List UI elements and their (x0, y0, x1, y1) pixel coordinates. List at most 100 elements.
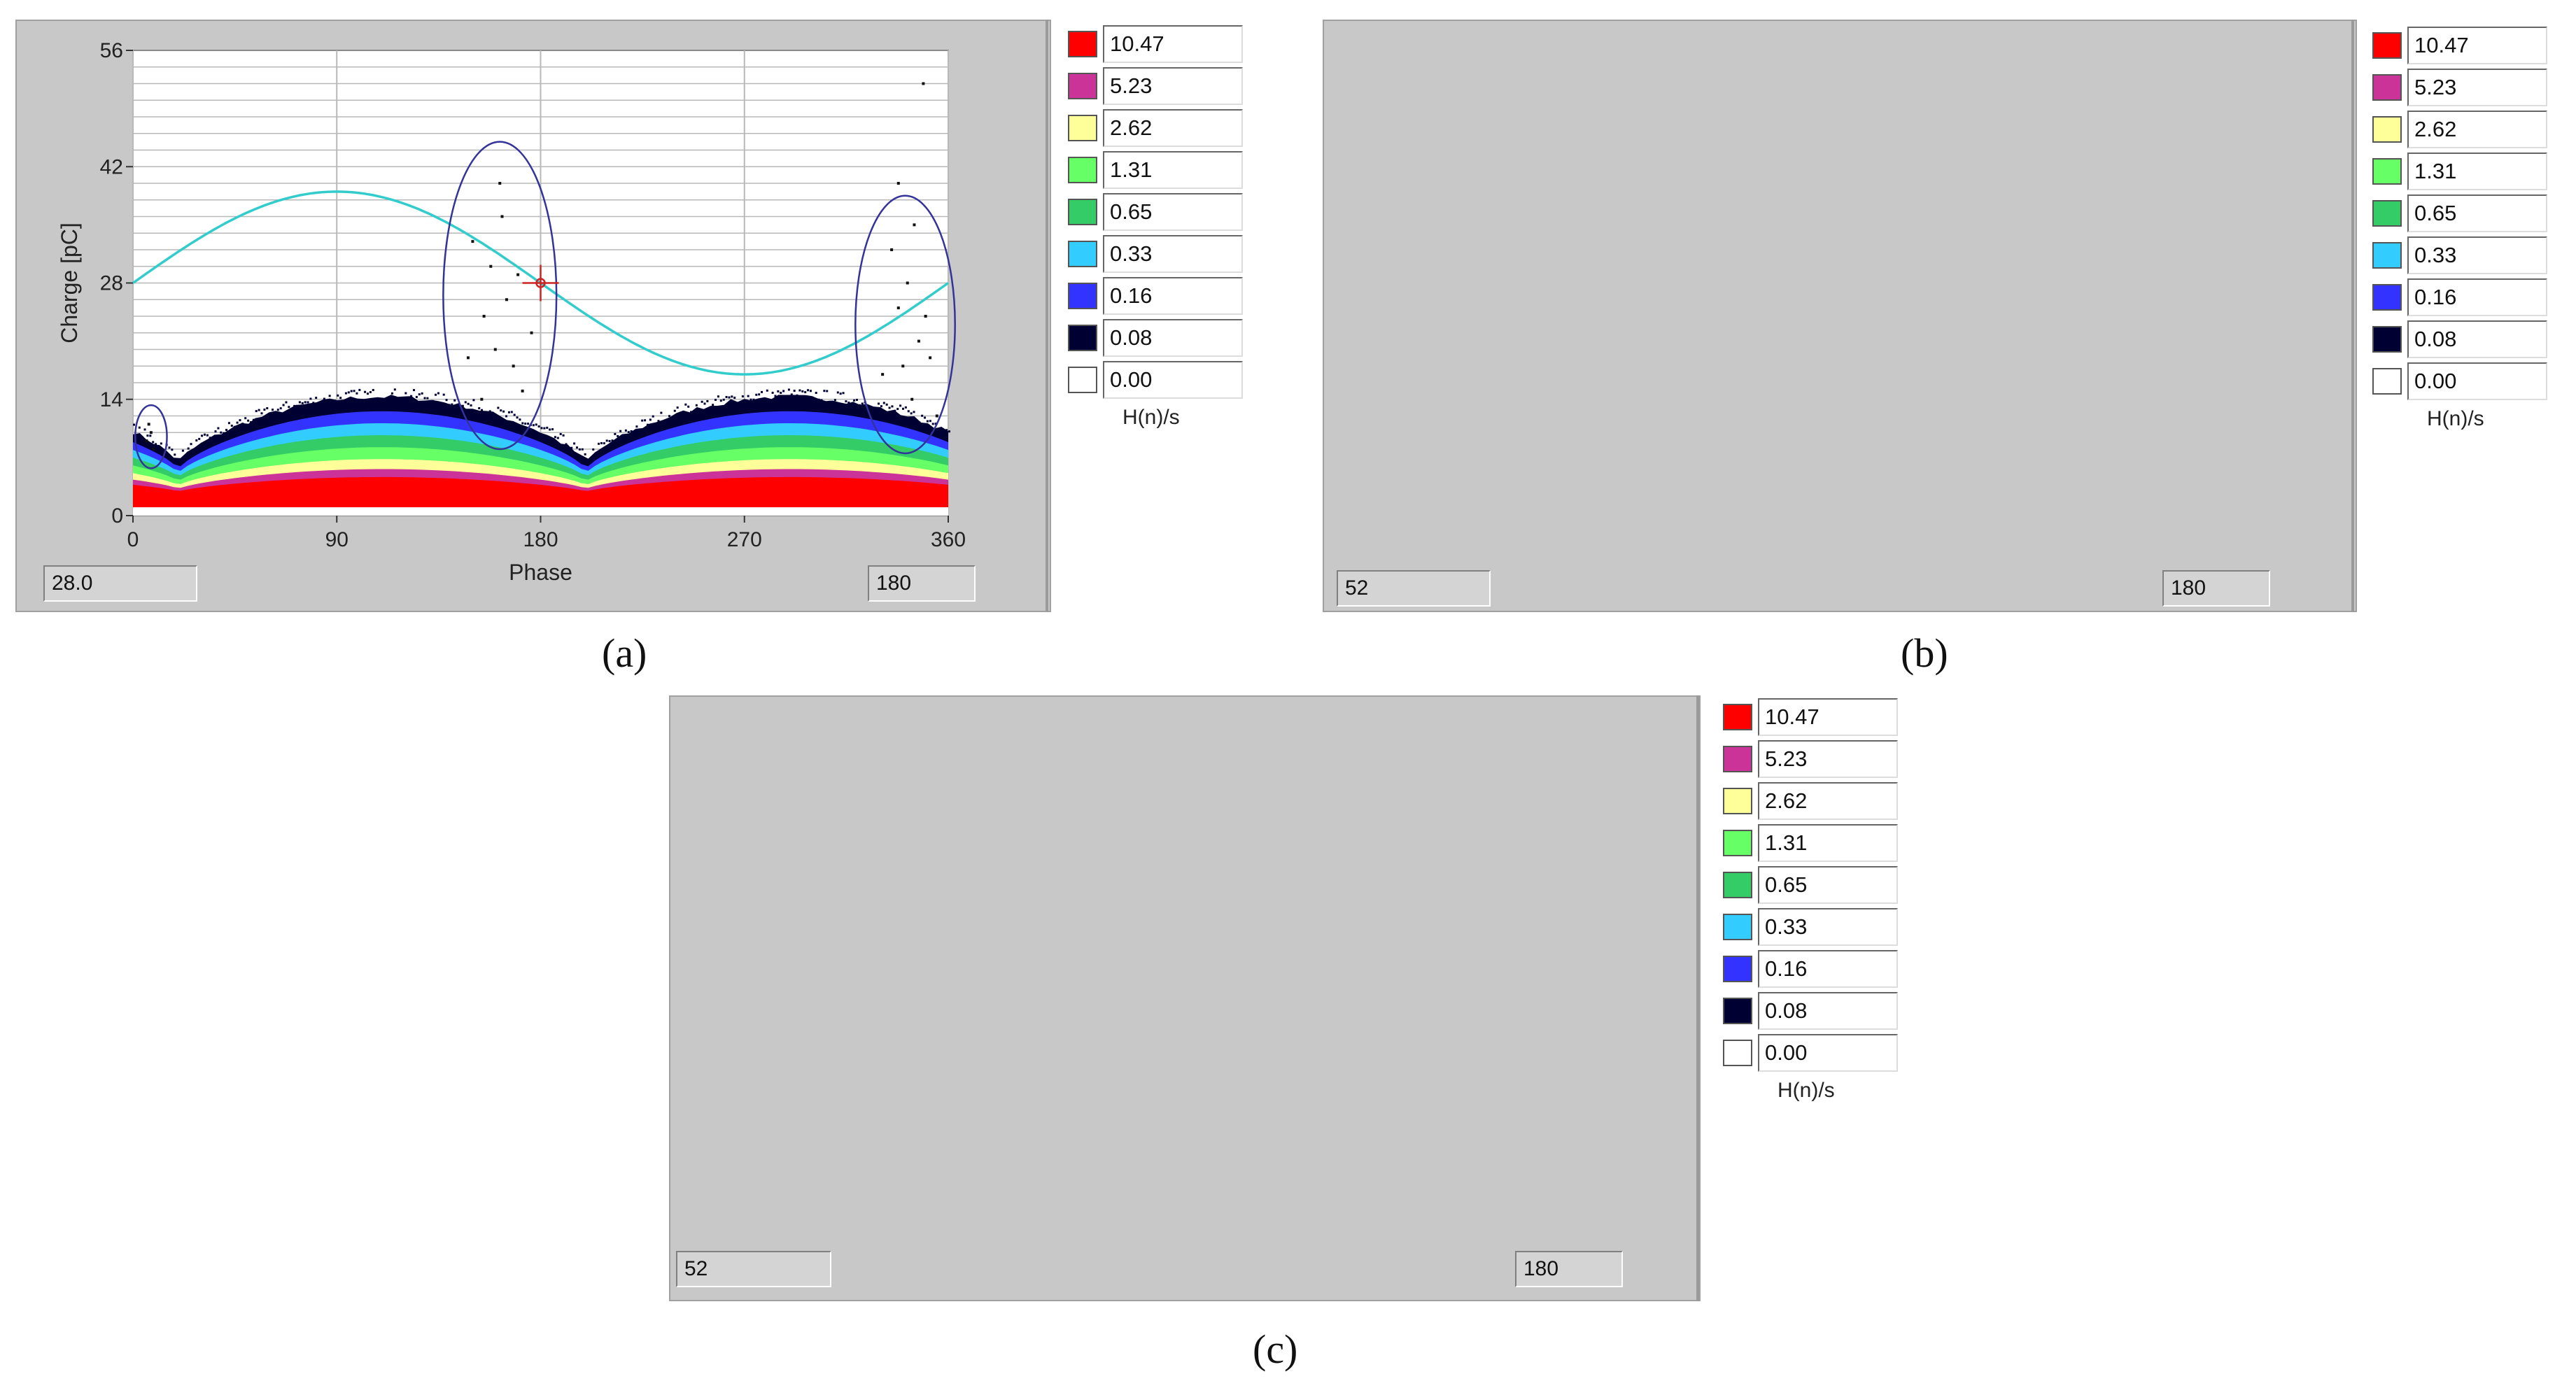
readout-right-a[interactable]: 180 (868, 565, 976, 602)
pd-speckle (709, 406, 712, 409)
legend-swatch (1068, 241, 1097, 267)
pd-speckle (272, 409, 274, 411)
pd-speckle (603, 442, 605, 445)
pd-speckle (728, 396, 731, 399)
panel-a-divider (1046, 20, 1048, 612)
pd-speckle (152, 441, 155, 444)
pd-speckle (206, 434, 209, 437)
legend-value[interactable]: 10.47 (2407, 27, 2547, 64)
panel-c (669, 695, 1701, 1301)
legend-value[interactable]: 5.23 (1758, 740, 1898, 778)
pd-speckle (761, 390, 763, 393)
legend-value[interactable]: 0.33 (1758, 908, 1898, 946)
pd-speckle (570, 446, 573, 449)
pd-speckle (733, 397, 736, 399)
pd-speckle (241, 423, 244, 425)
pd-speckle (660, 411, 663, 414)
pd-speckle (831, 400, 834, 403)
legend-value[interactable]: 0.08 (2407, 320, 2547, 358)
legend-unit: H(n)/s (2427, 407, 2484, 430)
pd-outlier (512, 364, 515, 368)
legend-swatch (2372, 326, 2402, 353)
legend-value[interactable]: 0.08 (1103, 319, 1243, 357)
pd-speckle (230, 424, 233, 427)
pd-speckle (252, 418, 255, 421)
legend-value[interactable]: 5.23 (1103, 67, 1243, 105)
readout-left-c[interactable]: 52 (676, 1251, 831, 1287)
pd-speckle (896, 408, 899, 411)
readout-right-b[interactable]: 180 (2162, 570, 2270, 607)
pd-speckle (858, 404, 861, 406)
legend-value[interactable]: 0.16 (1758, 950, 1898, 988)
pd-speckle (692, 411, 695, 413)
pd-speckle (491, 414, 494, 417)
legend-value[interactable]: 2.62 (1103, 109, 1243, 147)
pd-speckle (527, 423, 530, 425)
legend-value[interactable]: 0.16 (1103, 277, 1243, 315)
legend-swatch (1068, 199, 1097, 225)
pd-speckle (309, 397, 312, 400)
pd-speckle (644, 419, 647, 422)
legend-value[interactable]: 0.65 (1758, 866, 1898, 904)
pd-speckle (323, 397, 325, 400)
pd-speckle (673, 409, 676, 412)
pd-speckle (429, 402, 432, 404)
band-floor (133, 507, 948, 516)
pd-speckle (372, 389, 374, 392)
pd-speckle (519, 418, 521, 421)
pd-speckle (138, 426, 141, 429)
y-tick-label: 42 (100, 155, 123, 178)
legend-value[interactable]: 0.65 (2407, 194, 2547, 232)
legend-value[interactable]: 0.33 (1103, 235, 1243, 273)
legend-value[interactable]: 1.31 (1103, 151, 1243, 189)
legend-item: 0.00 (1713, 1033, 1902, 1072)
pd-speckle (162, 450, 165, 453)
pd-speckle (369, 391, 372, 394)
legend-value[interactable]: 0.00 (2407, 362, 2547, 400)
legend-value[interactable]: 5.23 (2407, 69, 2547, 106)
pd-speckle (918, 421, 921, 424)
pd-outlier (466, 356, 470, 360)
readout-left-a[interactable]: 28.0 (43, 565, 197, 602)
legend-value[interactable]: 0.00 (1103, 361, 1243, 399)
x-tick-label: 270 (727, 528, 762, 551)
legend-item: 0.08 (1713, 991, 1902, 1030)
legend-value[interactable]: 0.08 (1758, 992, 1898, 1030)
legend-item: 0.08 (2363, 319, 2552, 358)
pd-speckle (187, 447, 190, 450)
pd-speckle (931, 423, 934, 425)
legend-value[interactable]: 2.62 (2407, 111, 2547, 148)
legend-value[interactable]: 10.47 (1758, 698, 1898, 736)
legend-b: 10.47 5.23 2.62 1.31 0.65 0.33 0.16 0.08 0.00 H(n… (2363, 25, 2552, 445)
legend-value[interactable]: 1.31 (1758, 824, 1898, 862)
legend-value[interactable]: 10.47 (1103, 25, 1243, 63)
pd-outlier (489, 264, 493, 268)
legend-swatch (1068, 283, 1097, 309)
legend-value[interactable]: 0.00 (1758, 1034, 1898, 1072)
pd-speckle (698, 410, 701, 413)
pd-speckle (537, 425, 540, 428)
pd-speckle (695, 404, 698, 406)
legend-value[interactable]: 0.16 (2407, 278, 2547, 316)
pd-speckle (872, 408, 875, 411)
legend-swatch (1068, 157, 1097, 183)
pd-speckle (358, 388, 361, 391)
pd-speckle (833, 399, 836, 402)
readout-left-b[interactable]: 52 (1337, 570, 1491, 607)
pd-speckle (611, 439, 614, 442)
readout-right-c[interactable]: 180 (1515, 1251, 1623, 1287)
pd-speckle (815, 392, 817, 395)
pd-speckle (478, 407, 481, 410)
legend-value[interactable]: 2.62 (1758, 782, 1898, 820)
legend-value[interactable]: 0.33 (2407, 236, 2547, 274)
legend-item: 0.16 (2363, 277, 2552, 316)
pd-speckle (584, 453, 586, 455)
legend-value[interactable]: 1.31 (2407, 153, 2547, 190)
pd-speckle (312, 402, 315, 404)
legend-value[interactable]: 0.65 (1103, 193, 1243, 231)
pd-speckle (945, 429, 948, 432)
legend-item: 1.31 (1713, 823, 1902, 862)
pd-speckle (682, 413, 684, 416)
pd-speckle (160, 442, 162, 445)
pd-speckle (421, 392, 423, 395)
